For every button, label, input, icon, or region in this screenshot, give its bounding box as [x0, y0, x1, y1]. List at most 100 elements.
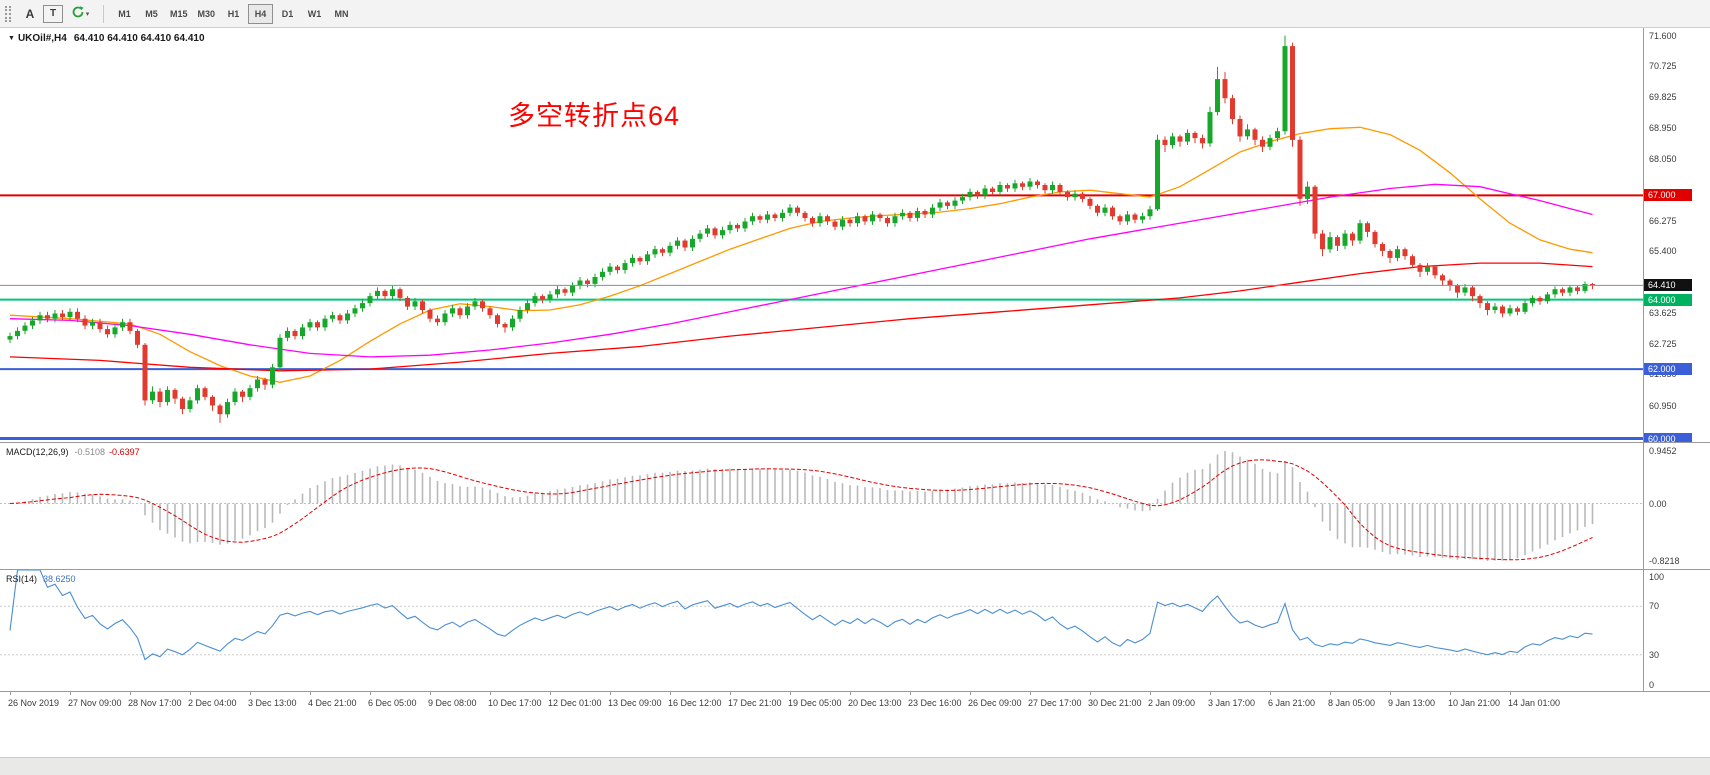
- time-label: 17 Dec 21:00: [728, 698, 782, 708]
- refresh-icon: [71, 5, 85, 22]
- time-label: 23 Dec 16:00: [908, 698, 962, 708]
- symbol-period-label: UKOil#,H4: [17, 33, 67, 44]
- time-tick: [1330, 692, 1331, 695]
- time-tick: [490, 692, 491, 695]
- toolbar-drag-handle[interactable]: [5, 5, 11, 22]
- time-label: 27 Dec 17:00: [1028, 698, 1082, 708]
- price-tick-label: 68.050: [1649, 154, 1677, 164]
- timeframe-m1-button[interactable]: M1: [112, 4, 137, 24]
- symbols-dropdown-button[interactable]: ▾: [65, 4, 95, 24]
- time-label: 30 Dec 21:00: [1088, 698, 1142, 708]
- time-tick: [670, 692, 671, 695]
- timeframe-m30-button[interactable]: M30: [194, 4, 220, 24]
- window-footer: [0, 757, 1710, 775]
- time-tick: [430, 692, 431, 695]
- price-level-chip: 64.410: [1644, 279, 1692, 291]
- time-label: 10 Jan 21:00: [1448, 698, 1501, 708]
- price-level-chip: 64.000: [1644, 294, 1692, 306]
- time-tick: [550, 692, 551, 695]
- price-tick-label: 66.275: [1649, 216, 1677, 226]
- time-tick: [1210, 692, 1211, 695]
- timeframe-h1-button[interactable]: H1: [221, 4, 246, 24]
- time-label: 14 Jan 01:00: [1508, 698, 1561, 708]
- arrow-tool-button[interactable]: A: [19, 4, 41, 24]
- rsi-value: 38.6250: [43, 574, 76, 584]
- timeframe-d1-button[interactable]: D1: [275, 4, 300, 24]
- time-tick: [190, 692, 191, 695]
- rsi-scale-label: 0: [1649, 680, 1655, 690]
- collapse-triangle-icon[interactable]: ▼: [8, 35, 15, 42]
- rsi-scale-label: 70: [1649, 601, 1660, 611]
- time-tick: [850, 692, 851, 695]
- chart-annotation-text: 多空转折点64: [508, 101, 681, 131]
- chevron-down-icon: ▾: [85, 10, 90, 18]
- timeframe-h4-button[interactable]: H4: [248, 3, 274, 24]
- price-chart-canvas[interactable]: [0, 28, 1643, 442]
- rsi-panel-canvas[interactable]: [0, 570, 1643, 691]
- time-label: 4 Dec 21:00: [308, 698, 357, 708]
- toolbar-separator: [103, 4, 104, 23]
- time-label: 16 Dec 12:00: [668, 698, 722, 708]
- time-label: 26 Nov 2019: [8, 698, 60, 708]
- panel-resize-separator[interactable]: [0, 442, 1710, 443]
- time-tick: [1150, 692, 1151, 695]
- ohlc-values: 64.410 64.410 64.410 64.410: [73, 33, 205, 44]
- time-label: 13 Dec 09:00: [608, 698, 662, 708]
- time-label: 27 Nov 09:00: [68, 698, 122, 708]
- rsi-axis[interactable]: 100 70 30 0: [1643, 570, 1710, 691]
- time-label: 2 Dec 04:00: [188, 698, 237, 708]
- macd-scale-label: 0.00: [1649, 499, 1667, 509]
- price-level-chip: 62.000: [1644, 363, 1692, 375]
- time-tick: [250, 692, 251, 695]
- time-label: 2 Jan 09:00: [1148, 698, 1196, 708]
- time-tick: [1450, 692, 1451, 695]
- time-tick: [1390, 692, 1391, 695]
- time-label: 19 Dec 05:00: [788, 698, 842, 708]
- macd-indicator-label: MACD(12,26,9) -0.5108 -0.6397: [6, 447, 140, 457]
- timeframe-group: M1 M5 M15 M30 H1 H4 D1 W1 MN: [112, 3, 354, 24]
- time-label: 8 Jan 05:00: [1328, 698, 1376, 708]
- rsi-scale-label: 30: [1649, 650, 1660, 660]
- price-tick-label: 60.950: [1649, 401, 1677, 411]
- time-label: 26 Dec 09:00: [968, 698, 1022, 708]
- time-label: 3 Dec 13:00: [248, 698, 297, 708]
- price-tick-label: 71.600: [1649, 31, 1677, 41]
- timeframe-w1-button[interactable]: W1: [302, 4, 327, 24]
- time-tick: [370, 692, 371, 695]
- chart-title: ▼ UKOil#,H4 64.410 64.410 64.410 64.410: [8, 33, 205, 44]
- toolbar: A T ▾ M1 M5 M15 M30 H1 H4 D1 W1 MN: [0, 0, 1710, 28]
- time-label: 28 Nov 17:00: [128, 698, 182, 708]
- price-tick-label: 62.725: [1649, 339, 1677, 349]
- time-tick: [1090, 692, 1091, 695]
- macd-panel-canvas[interactable]: [0, 443, 1643, 569]
- time-tick: [10, 692, 11, 695]
- price-tick-label: 65.400: [1649, 246, 1677, 256]
- price-axis[interactable]: 71.600 70.725 69.825 68.950 68.050 66.275 65.4…: [1643, 28, 1710, 445]
- time-tick: [730, 692, 731, 695]
- price-level-chip: 67.000: [1644, 189, 1692, 201]
- text-tool-button[interactable]: T: [43, 4, 63, 23]
- timeframe-mn-button[interactable]: MN: [329, 4, 354, 24]
- macd-signal-value: -0.6397: [109, 447, 140, 457]
- time-tick: [1270, 692, 1271, 695]
- price-tick-label: 70.725: [1649, 61, 1677, 71]
- time-tick: [1030, 692, 1031, 695]
- timeframe-m15-button[interactable]: M15: [166, 4, 192, 24]
- time-axis[interactable]: 26 Nov 2019 27 Nov 09:00 28 Nov 17:00 2 Dec…: [0, 691, 1710, 714]
- macd-scale-label: 0.9452: [1649, 446, 1677, 456]
- time-tick: [610, 692, 611, 695]
- time-tick: [970, 692, 971, 695]
- macd-scale-label: -0.8218: [1649, 556, 1680, 566]
- timeframe-m5-button[interactable]: M5: [139, 4, 164, 24]
- time-label: 6 Dec 05:00: [368, 698, 417, 708]
- time-tick: [130, 692, 131, 695]
- rsi-indicator-label: RSI(14) 38.6250: [6, 574, 76, 584]
- time-label: 9 Dec 08:00: [428, 698, 477, 708]
- time-tick: [910, 692, 911, 695]
- time-label: 20 Dec 13:00: [848, 698, 902, 708]
- panel-resize-separator[interactable]: [0, 569, 1710, 570]
- macd-axis[interactable]: 0.9452 0.00 -0.8218: [1643, 443, 1710, 569]
- macd-name: MACD(12,26,9): [6, 447, 69, 457]
- time-tick: [310, 692, 311, 695]
